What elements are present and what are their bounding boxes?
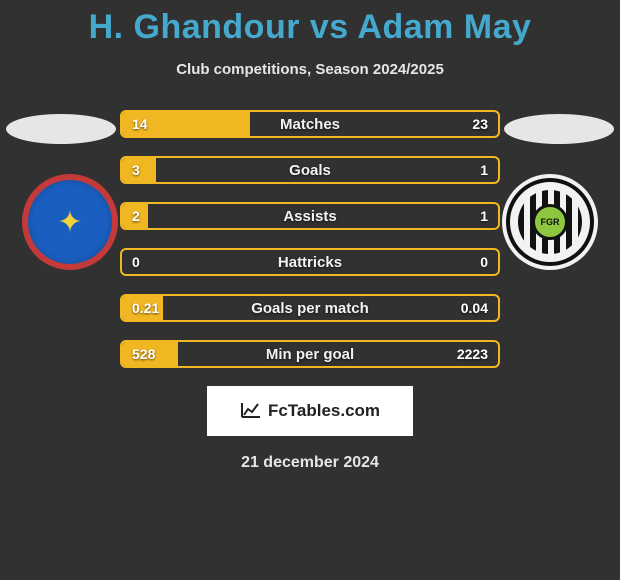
stat-row: 0.21 Goals per match 0.04 <box>120 294 500 322</box>
stat-bars-container: 14 Matches 23 3 Goals 1 2 Assists 1 0 Hattricks 0 0.… <box>120 110 500 368</box>
stat-row: 528 Min per goal 2223 <box>120 340 500 368</box>
stat-value-left: 2 <box>132 208 140 224</box>
club-crest-left: ✦ <box>22 174 118 270</box>
player-silhouette-left <box>6 114 116 144</box>
stat-value-right: 1 <box>480 208 488 224</box>
comparison-subtitle: Club competitions, Season 2024/2025 <box>0 61 620 78</box>
stat-label: Hattricks <box>278 254 342 271</box>
comparison-title: H. Ghandour vs Adam May <box>0 0 620 47</box>
stat-value-right: 0.04 <box>461 300 488 316</box>
comparison-date: 21 december 2024 <box>0 454 620 472</box>
stat-value-right: 1 <box>480 162 488 178</box>
player-silhouette-right <box>504 114 614 144</box>
stat-row: 3 Goals 1 <box>120 156 500 184</box>
crest-right-center-label: FGR <box>532 204 568 240</box>
content-area: ✦ FGR 14 Matches 23 3 Goals 1 2 Assists 1 0 Hattri… <box>0 110 620 368</box>
stat-label: Matches <box>280 116 340 133</box>
crest-left-emblem-icon: ✦ <box>34 186 106 258</box>
stat-row: 14 Matches 23 <box>120 110 500 138</box>
stat-value-left: 528 <box>132 346 155 362</box>
club-crest-right: FGR <box>502 174 598 270</box>
stat-label: Min per goal <box>266 346 354 363</box>
stat-label: Goals <box>289 162 331 179</box>
stat-row: 2 Assists 1 <box>120 202 500 230</box>
stat-value-right: 23 <box>472 116 488 132</box>
chart-icon <box>240 401 262 422</box>
stat-label: Assists <box>283 208 336 225</box>
stat-value-left: 0.21 <box>132 300 159 316</box>
stat-label: Goals per match <box>251 300 369 317</box>
attribution-badge: FcTables.com <box>207 386 413 436</box>
stat-value-left: 14 <box>132 116 148 132</box>
stat-value-left: 3 <box>132 162 140 178</box>
stat-value-right: 0 <box>480 254 488 270</box>
stat-value-right: 2223 <box>457 346 488 362</box>
attribution-text: FcTables.com <box>268 401 380 421</box>
stat-value-left: 0 <box>132 254 140 270</box>
stat-row: 0 Hattricks 0 <box>120 248 500 276</box>
